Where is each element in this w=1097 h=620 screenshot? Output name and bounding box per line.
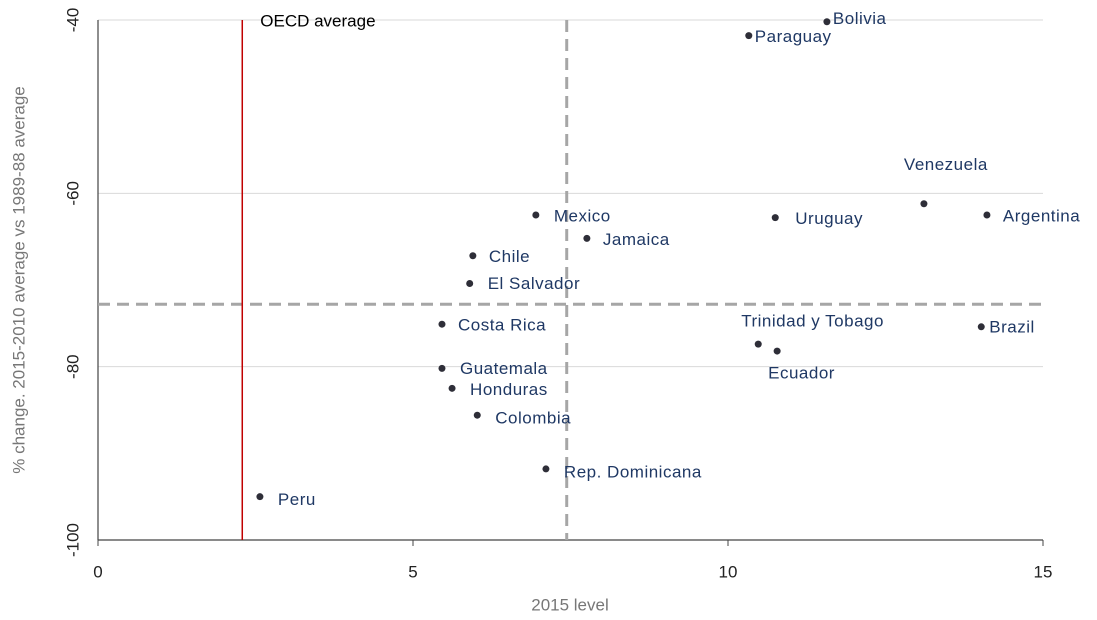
x-axis-title: 2015 level <box>531 595 609 614</box>
point <box>438 320 446 328</box>
x-tick-label: 15 <box>1034 562 1053 581</box>
point-label: Bolivia <box>833 9 887 28</box>
point <box>920 200 928 208</box>
point-label: Colombia <box>495 409 571 428</box>
point <box>977 323 985 331</box>
point <box>754 340 762 348</box>
y-tick-label: -40 <box>63 8 82 33</box>
point <box>256 493 264 501</box>
point <box>469 252 477 260</box>
point <box>745 32 753 40</box>
point-label: Venezuela <box>904 155 988 174</box>
point-label: El Salvador <box>488 274 580 293</box>
point-label: Ecuador <box>768 364 835 383</box>
point-label: Brazil <box>989 317 1035 336</box>
point <box>438 364 446 372</box>
point-label: Honduras <box>470 380 548 399</box>
point-label: Paraguay <box>755 27 832 46</box>
point <box>466 279 474 287</box>
point <box>583 234 591 242</box>
y-tick-label: -80 <box>63 354 82 379</box>
point-label: Chile <box>489 247 530 266</box>
point <box>773 347 781 355</box>
point-label: Mexico <box>554 206 611 225</box>
point-label: Argentina <box>1003 206 1080 225</box>
point-label: Rep. Dominicana <box>564 462 702 481</box>
point-label: Guatemala <box>460 359 548 378</box>
y-axis-title: % change. 2015-2010 average vs 1989-88 a… <box>9 86 28 474</box>
point <box>448 384 456 392</box>
y-tick-label: -100 <box>63 523 82 557</box>
point <box>473 411 481 419</box>
point <box>823 18 831 26</box>
point <box>983 211 991 219</box>
point-label: Costa Rica <box>458 316 546 335</box>
point <box>542 465 550 473</box>
reference-label: OECD average <box>260 11 375 30</box>
x-tick-label: 10 <box>719 562 738 581</box>
point-label: Uruguay <box>795 209 863 228</box>
point <box>532 211 540 219</box>
x-tick-label: 5 <box>408 562 417 581</box>
point-label: Peru <box>278 490 316 509</box>
point-label: Jamaica <box>603 230 670 249</box>
point <box>771 214 779 222</box>
y-tick-label: -60 <box>63 181 82 206</box>
point-label: Trinidad y Tobago <box>741 312 884 331</box>
x-tick-label: 0 <box>93 562 102 581</box>
